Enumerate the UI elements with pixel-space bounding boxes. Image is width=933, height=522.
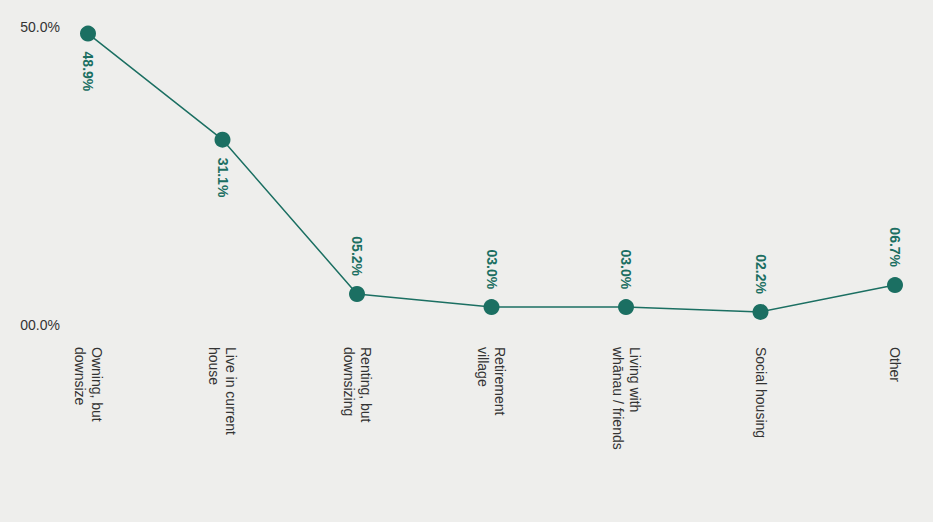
svg-text:Owning, but: Owning, but [89, 347, 105, 422]
svg-text:02.2%: 02.2% [753, 254, 769, 294]
svg-text:downsizing: downsizing [341, 347, 357, 416]
svg-text:downsize: downsize [72, 347, 88, 406]
svg-text:Retirement: Retirement [492, 347, 508, 416]
svg-text:whānau / friends: whānau / friends [610, 346, 626, 450]
svg-text:00.0%: 00.0% [20, 317, 60, 333]
svg-text:50.0%: 50.0% [20, 19, 60, 35]
svg-text:Other: Other [887, 347, 903, 382]
svg-text:Renting, but: Renting, but [358, 347, 374, 423]
svg-text:06.7%: 06.7% [887, 227, 903, 267]
svg-text:05.2%: 05.2% [349, 236, 365, 276]
svg-text:48.9%: 48.9% [80, 52, 96, 92]
svg-text:03.0%: 03.0% [484, 249, 500, 289]
svg-text:31.1%: 31.1% [215, 158, 231, 198]
svg-text:Living with: Living with [627, 347, 643, 412]
svg-text:Live in current: Live in current [223, 347, 239, 435]
svg-text:Social housing: Social housing [753, 347, 769, 438]
svg-text:village: village [475, 347, 491, 387]
svg-text:03.0%: 03.0% [618, 249, 634, 289]
svg-text:house: house [206, 347, 222, 385]
